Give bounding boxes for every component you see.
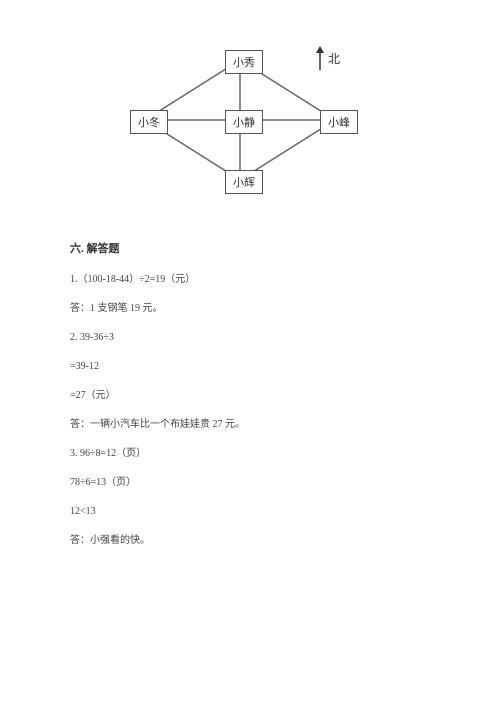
- answer-line: 1.（100-18-44）÷2=19（元）: [70, 272, 430, 287]
- node-center: 小静: [225, 110, 263, 134]
- answer-lines: 1.（100-18-44）÷2=19（元） 答：1 支钢笔 19 元。 2. 39-…: [70, 272, 430, 548]
- answer-line: 12<13: [70, 504, 430, 519]
- location-diagram: 小秀 小冬 小静 小峰 小辉 北: [130, 40, 370, 210]
- answer-line: =27（元）: [70, 388, 430, 403]
- answer-line: 78÷6=13（页）: [70, 475, 430, 490]
- node-bottom: 小辉: [225, 170, 263, 194]
- answer-line: =39-12: [70, 359, 430, 374]
- answer-line: 2. 39-36÷3: [70, 330, 430, 345]
- answer-line: 答：小强看的快。: [70, 533, 430, 548]
- answer-line: 答：1 支钢笔 19 元。: [70, 301, 430, 316]
- answer-line: 答：一辆小汽车比一个布娃娃贵 27 元。: [70, 417, 430, 432]
- node-top: 小秀: [225, 50, 263, 74]
- node-left: 小冬: [130, 110, 168, 134]
- section-title: 六. 解答题: [70, 240, 430, 256]
- node-right: 小峰: [320, 110, 358, 134]
- answer-line: 3. 96÷8=12（页）: [70, 446, 430, 461]
